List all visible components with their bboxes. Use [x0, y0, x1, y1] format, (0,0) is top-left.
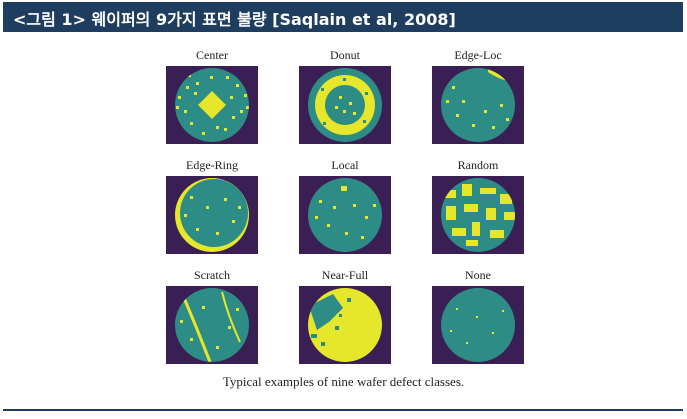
wafer-label-none: None: [465, 268, 491, 282]
wafer-label-random: Random: [457, 158, 499, 172]
wafer-label-center: Center: [196, 48, 228, 62]
wafer-map-edge-ring: [166, 176, 258, 254]
wafer-map-none: [432, 286, 524, 364]
wafer-map-center: [166, 66, 258, 144]
bottom-divider: [3, 409, 683, 411]
wafer-map-local: [299, 176, 391, 254]
wafer-map-donut: [299, 66, 391, 144]
wafer-figure: Center Donut: [166, 48, 526, 368]
wafer-map-edge-loc: [432, 66, 524, 144]
figure-title: <그림 1> 웨이퍼의 9가지 표면 불량 [Saqlain et al, 20…: [13, 10, 456, 29]
wafer-map-scratch: [166, 286, 258, 364]
wafer-label-near-full: Near-Full: [321, 268, 369, 282]
figure-title-bar: <그림 1> 웨이퍼의 9가지 표면 불량 [Saqlain et al, 20…: [3, 2, 683, 32]
wafer-map-random: [432, 176, 524, 254]
wafer-map-near-full: [299, 286, 391, 364]
wafer-label-edge-ring: Edge-Ring: [186, 158, 238, 172]
wafer-label-local: Local: [331, 158, 359, 172]
wafer-label-scratch: Scratch: [194, 268, 230, 282]
wafer-label-donut: Donut: [330, 48, 360, 62]
figure-caption: Typical examples of nine wafer defect cl…: [222, 374, 465, 389]
wafer-label-edge-loc: Edge-Loc: [454, 48, 502, 62]
